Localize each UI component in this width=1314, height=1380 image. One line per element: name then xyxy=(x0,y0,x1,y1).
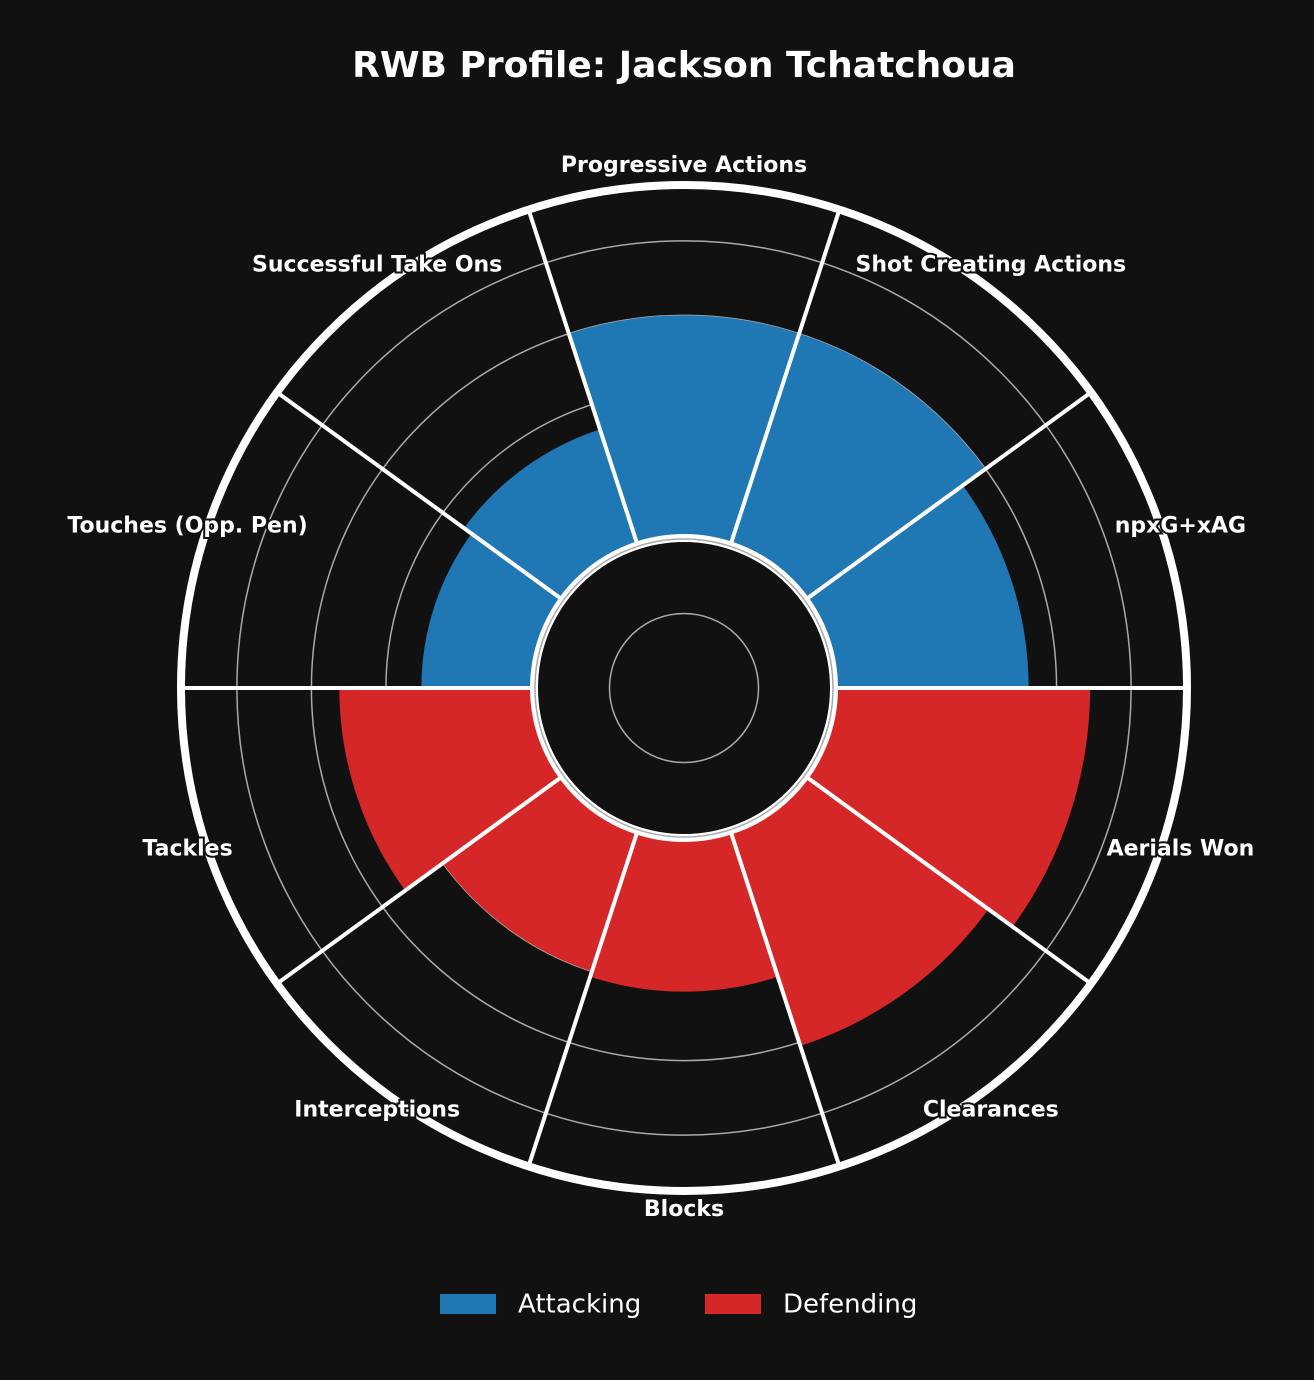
category-label: npxG+xAG xyxy=(1115,514,1246,539)
sector-divider xyxy=(526,830,640,1167)
sector-divider xyxy=(804,390,1093,602)
legend-swatch xyxy=(440,1294,496,1314)
center-hole xyxy=(530,534,838,842)
category-label: Interceptions xyxy=(294,1097,460,1122)
category-label: Shot Creating Actions xyxy=(855,253,1126,278)
category-label: Progressive Actions xyxy=(561,153,807,178)
category-label: Successful Take Ons xyxy=(252,253,502,278)
category-label: Aerials Won xyxy=(1107,836,1255,861)
sector-divider xyxy=(804,774,1093,986)
category-label: Blocks xyxy=(644,1197,724,1222)
legend-swatch xyxy=(705,1294,761,1314)
legend-label: Attacking xyxy=(518,1290,641,1320)
sector-divider xyxy=(275,390,564,602)
legend-label: Defending xyxy=(783,1290,917,1320)
category-label: Clearances xyxy=(923,1097,1059,1122)
grid-circle xyxy=(608,612,760,764)
outer-ring xyxy=(177,181,1191,1195)
category-label: Tackles xyxy=(142,836,232,861)
grid-circle xyxy=(534,538,834,838)
chart-title: RWB Profile: Jackson Tchatchoua xyxy=(352,45,1016,86)
sector-divider xyxy=(728,209,842,546)
sector-divider xyxy=(275,774,564,986)
sector-divider xyxy=(526,209,640,546)
sector-divider xyxy=(728,830,842,1167)
wedge xyxy=(568,315,800,688)
category-label: Touches (Opp. Pen) xyxy=(67,514,307,539)
